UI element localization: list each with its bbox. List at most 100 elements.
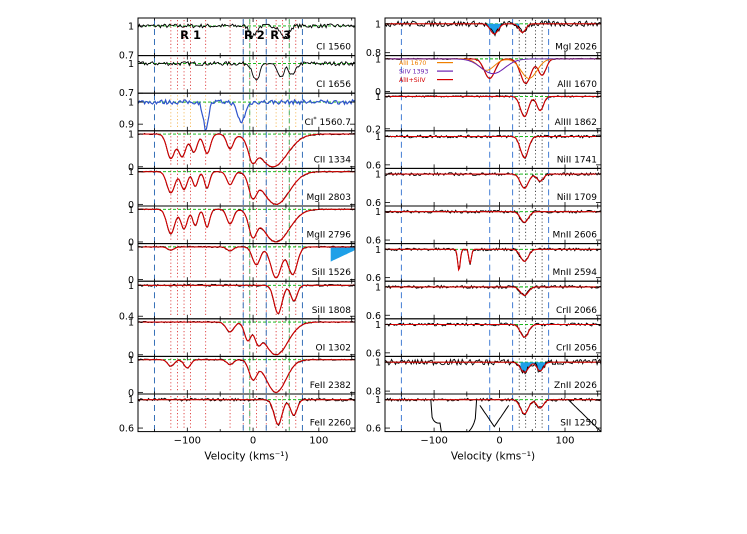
- y-tick-label: 0.9: [119, 120, 134, 131]
- y-tick-label: 1: [128, 318, 134, 329]
- x-tick-label: −100: [174, 436, 201, 447]
- spectrum-data: [384, 322, 602, 339]
- spectrum-data: [384, 284, 602, 298]
- blend-fill: [330, 246, 355, 262]
- spectrum-data: [384, 397, 602, 416]
- panel: 1 0.6 FeII 2260: [119, 393, 356, 435]
- y-tick-label: 0.4: [119, 312, 134, 323]
- y-tick-label: 0.6: [366, 273, 381, 284]
- panel-label: CrII 2056: [556, 343, 597, 353]
- panel-label: FeII 2382: [310, 381, 351, 391]
- y-tick-label: 1: [128, 167, 134, 178]
- panel-label: CI 1656: [316, 80, 351, 90]
- y-tick-label: 1: [128, 205, 134, 216]
- panel-label: MnII 2594: [552, 268, 597, 278]
- panel-label: SiII 1808: [312, 306, 352, 316]
- y-tick-label: 1: [128, 281, 134, 292]
- panel-label: MnII 2606: [552, 231, 597, 241]
- voigt-fit: [385, 399, 601, 415]
- panel: 1 0.6 MnII 2606: [366, 205, 602, 247]
- x-tick-label: −100: [420, 436, 447, 447]
- y-tick-label: 1: [128, 395, 134, 406]
- panel: 1 0.2 AlIII 1862: [366, 92, 602, 135]
- blend-trough: [479, 405, 510, 428]
- spectrum-data: [137, 23, 356, 40]
- panel: 1 0.4 SiII 1808: [119, 280, 356, 323]
- panel-label: FeII 2260: [310, 419, 352, 429]
- y-tick-label: 0.2: [366, 124, 381, 135]
- panel: 1 0 MgII 2796: [128, 205, 356, 248]
- blend-trough: [430, 399, 478, 433]
- x-tick-label: 0: [496, 436, 502, 447]
- y-tick-label: 0.6: [366, 348, 381, 359]
- panel: 1 0.7 CI 1560 R 1 R 2 R 3: [119, 17, 356, 62]
- y-tick-label: 0: [128, 162, 134, 173]
- panel-label: SII 1250: [560, 419, 597, 429]
- voigt-fit: [385, 211, 601, 223]
- y-tick-label: 1: [375, 282, 381, 293]
- panel-label: ZnII 2026: [554, 381, 597, 391]
- panel-label: SiII 1526: [312, 268, 352, 278]
- y-tick-label: 1: [128, 242, 134, 253]
- spectrum-data: [137, 98, 356, 131]
- panel-label: AlIII 1862: [555, 118, 597, 128]
- y-tick-label: 0.6: [119, 424, 134, 435]
- panel-label: NiII 1741: [557, 155, 597, 165]
- x-axis-label: Velocity (kms⁻¹): [204, 451, 288, 463]
- y-tick-label: 0: [128, 388, 134, 399]
- spectrum-data: [385, 171, 602, 189]
- y-tick-label: 0: [128, 237, 134, 248]
- y-tick-label: 1: [375, 358, 381, 369]
- panel: 1 0 CII 1334: [128, 130, 356, 173]
- y-tick-label: 0.6: [366, 236, 381, 247]
- y-tick-label: 0: [128, 200, 134, 211]
- component-label: R 1: [180, 28, 201, 42]
- panel: 1 0.6 CrII 2056: [366, 318, 602, 359]
- panel-frame: [384, 393, 602, 433]
- panel-label: AlII 1670: [557, 80, 597, 90]
- y-tick-label: 0.8: [366, 48, 381, 59]
- panel: 1 0 SiII 1526: [128, 242, 356, 286]
- panel-frame: [137, 393, 356, 433]
- blend-fill: [486, 23, 520, 34]
- y-tick-label: 1: [375, 132, 381, 143]
- y-tick-label: 1: [375, 245, 381, 256]
- y-tick-label: 1: [128, 98, 134, 109]
- voigt-fit: [385, 95, 601, 118]
- voigt-fit: [138, 284, 355, 315]
- y-tick-label: 0: [128, 350, 134, 361]
- panel: 1 0.6 NiII 1709: [366, 167, 602, 209]
- x-axis-label: Velocity (kms⁻¹): [451, 451, 535, 463]
- y-tick-label: 0.6: [366, 198, 381, 209]
- panel-label: CI 1560: [316, 43, 351, 53]
- panel-label: CrII 2066: [556, 306, 597, 316]
- panel: 1 0 FeII 2382: [128, 355, 356, 399]
- panel: 1 0.9 CI* 1560.7: [119, 92, 356, 132]
- spectrum-data: [384, 357, 602, 375]
- panel-label: NiII 1709: [557, 193, 598, 203]
- voigt-fit: [385, 361, 601, 373]
- y-tick-label: 0.7: [119, 88, 134, 99]
- x-tick-label: 100: [555, 436, 574, 447]
- x-tick-label: 0: [250, 436, 256, 447]
- voigt-fit: [385, 323, 601, 338]
- y-tick-label: 0.6: [366, 160, 381, 171]
- voigt-fit: [385, 23, 601, 35]
- y-tick-label: 1: [128, 130, 134, 141]
- y-tick-label: 0.7: [119, 51, 134, 62]
- voigt-fit: [385, 248, 601, 272]
- y-tick-label: 1: [128, 355, 134, 366]
- panel: 1 0.8 MgI 2026: [366, 17, 602, 59]
- panel-label: MgII 2803: [306, 193, 351, 203]
- y-tick-label: 1: [375, 19, 381, 30]
- voigt-fit: [138, 399, 355, 426]
- panel: 1 0.6 NiII 1741: [366, 130, 602, 171]
- panel: 1 0.6 SII 1250: [366, 393, 602, 435]
- y-tick-label: 1: [375, 170, 381, 181]
- y-tick-label: 1: [375, 54, 381, 65]
- panel: 1 0 OI 1302: [128, 318, 356, 361]
- y-tick-label: 0: [128, 275, 134, 286]
